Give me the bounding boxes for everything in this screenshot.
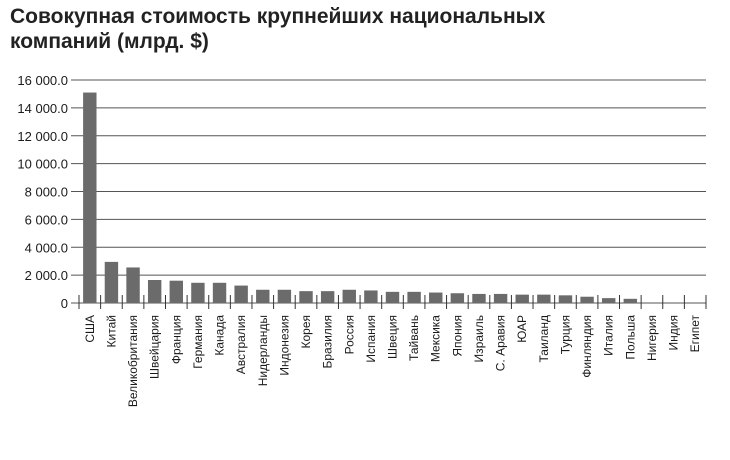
bar-12 bbox=[320, 291, 335, 303]
bar-1 bbox=[83, 92, 97, 303]
bar-9 bbox=[256, 289, 270, 303]
x-axis bbox=[78, 295, 707, 309]
bar-4 bbox=[147, 280, 162, 303]
x-category-label: Польша bbox=[623, 315, 637, 360]
bar-26 bbox=[623, 298, 638, 303]
x-category-label: Индия bbox=[667, 315, 681, 350]
x-category-label: Австралия bbox=[234, 315, 248, 374]
bar-8 bbox=[234, 285, 248, 303]
x-category-label: Индонезия bbox=[277, 315, 291, 376]
x-category-label: Финляндия bbox=[580, 315, 594, 378]
x-category-label: Италия bbox=[602, 315, 616, 356]
x-category-label: Нидерланды bbox=[256, 315, 270, 386]
x-category-label: Швейцария bbox=[148, 315, 162, 379]
y-axis-tick-labels: 0 2 000.0 4 000.0 6 000.0 8 000.0 10 000.0 12 … bbox=[17, 73, 68, 311]
y-tick-label: 14 000.0 bbox=[17, 101, 68, 116]
x-category-label: Швеция bbox=[386, 315, 400, 359]
bar-7 bbox=[212, 282, 227, 303]
bar-21 bbox=[515, 294, 529, 303]
x-category-label: Мексика bbox=[429, 315, 443, 362]
x-category-label: Великобритания bbox=[126, 315, 140, 407]
x-category-label: Тайвань bbox=[407, 315, 421, 361]
chart-title: Совокупная стоимость крупнейших национал… bbox=[10, 4, 610, 54]
x-category-label: Корея bbox=[299, 315, 313, 349]
y-tick-label: 10 000.0 bbox=[17, 157, 68, 172]
x-category-label: Нигерия bbox=[645, 315, 659, 361]
bar-23 bbox=[558, 295, 573, 303]
grid-lines bbox=[71, 79, 706, 304]
x-category-label: Франция bbox=[169, 315, 183, 364]
x-category-label: Египет bbox=[688, 315, 702, 353]
x-category-label: Турция bbox=[558, 315, 572, 354]
bar-25 bbox=[602, 298, 616, 303]
y-tick-label: 0 bbox=[61, 296, 68, 311]
x-category-label: Россия bbox=[342, 315, 356, 354]
bar-11 bbox=[299, 291, 313, 303]
bar-13 bbox=[342, 289, 356, 303]
bar-18 bbox=[450, 293, 465, 303]
x-category-label: Китай bbox=[104, 315, 118, 347]
x-category-label: Испания bbox=[364, 315, 378, 363]
bar-19 bbox=[472, 293, 486, 303]
bar-10 bbox=[277, 289, 292, 303]
y-tick-label: 6 000.0 bbox=[25, 212, 68, 227]
bar-15 bbox=[385, 291, 400, 303]
bar-5 bbox=[169, 280, 183, 303]
y-tick-label: 4 000.0 bbox=[25, 240, 68, 255]
x-category-label: США bbox=[83, 315, 97, 343]
bar-2 bbox=[104, 261, 119, 303]
x-category-label: Таиланд bbox=[537, 315, 551, 362]
y-tick-label: 16 000.0 bbox=[17, 73, 68, 88]
x-category-label: Бразилия bbox=[321, 315, 335, 369]
y-tick-label: 2 000.0 bbox=[25, 268, 68, 283]
bar-24 bbox=[580, 296, 594, 303]
bar-16 bbox=[407, 291, 421, 303]
bar-3 bbox=[126, 267, 140, 303]
bar-22 bbox=[537, 294, 551, 303]
chart-title-line-1: Совокупная стоимость крупнейших национал… bbox=[10, 5, 546, 28]
x-category-label: ЮАР bbox=[515, 315, 529, 343]
bar-20 bbox=[493, 293, 508, 303]
bars bbox=[83, 92, 638, 303]
x-category-label: Канада bbox=[213, 315, 227, 356]
bar-14 bbox=[364, 290, 378, 303]
bar-17 bbox=[429, 292, 443, 303]
bar-6 bbox=[191, 282, 205, 303]
x-category-label: Япония bbox=[450, 315, 464, 357]
y-tick-label: 12 000.0 bbox=[17, 129, 68, 144]
chart-title-line-2: компаний (млрд. $) bbox=[10, 30, 209, 53]
x-axis-category-labels: США Китай Великобритания Швейцария Франция Ге… bbox=[83, 315, 702, 408]
x-category-label: С. Аравия bbox=[494, 315, 508, 371]
x-category-label: Германия bbox=[191, 315, 205, 369]
x-category-label: Израиль bbox=[472, 315, 486, 362]
y-tick-label: 8 000.0 bbox=[25, 185, 68, 200]
